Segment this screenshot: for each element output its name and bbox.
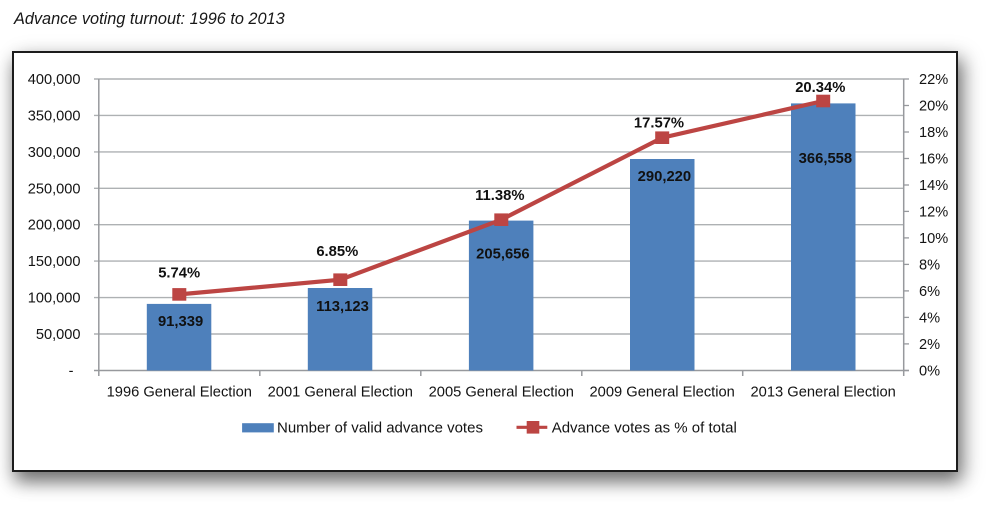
svg-text:2009 General Election: 2009 General Election <box>590 385 735 401</box>
svg-text:250,000: 250,000 <box>28 181 81 197</box>
svg-text:200,000: 200,000 <box>28 218 81 234</box>
svg-text:Number of valid advance votes: Number of valid advance votes <box>277 420 483 437</box>
svg-text:300,000: 300,000 <box>28 145 81 161</box>
svg-text:400,000: 400,000 <box>28 72 81 88</box>
svg-text:14%: 14% <box>919 178 948 194</box>
svg-text:18%: 18% <box>919 125 948 141</box>
svg-text:4%: 4% <box>919 310 940 326</box>
svg-text:2005 General Election: 2005 General Election <box>429 385 574 401</box>
svg-text:20%: 20% <box>919 99 948 115</box>
svg-text:11.38%: 11.38% <box>475 188 524 204</box>
svg-text:16%: 16% <box>919 152 948 168</box>
svg-text:2013 General Election: 2013 General Election <box>751 385 896 401</box>
svg-text:2001 General Election: 2001 General Election <box>268 385 413 401</box>
svg-text:-: - <box>69 364 74 380</box>
svg-text:100,000: 100,000 <box>28 291 81 307</box>
svg-text:Advance votes as % of total: Advance votes as % of total <box>552 420 737 437</box>
svg-text:150,000: 150,000 <box>28 254 81 270</box>
svg-text:12%: 12% <box>919 204 948 220</box>
svg-text:91,339: 91,339 <box>158 314 203 330</box>
svg-text:290,220: 290,220 <box>638 169 692 185</box>
svg-text:10%: 10% <box>919 231 948 247</box>
svg-text:1996 General Election: 1996 General Election <box>107 385 252 401</box>
svg-text:20.34%: 20.34% <box>795 80 845 96</box>
svg-text:113,123: 113,123 <box>316 299 369 315</box>
svg-text:6%: 6% <box>919 284 940 300</box>
svg-text:0%: 0% <box>919 364 940 380</box>
svg-text:2%: 2% <box>919 337 940 353</box>
svg-text:22%: 22% <box>919 72 948 88</box>
svg-text:8%: 8% <box>919 257 940 273</box>
svg-text:6.85%: 6.85% <box>316 244 358 260</box>
svg-text:50,000: 50,000 <box>36 327 81 343</box>
svg-text:350,000: 350,000 <box>28 108 81 124</box>
svg-text:205,656: 205,656 <box>476 246 530 262</box>
svg-text:17.57%: 17.57% <box>634 115 684 131</box>
svg-text:366,558: 366,558 <box>799 151 853 167</box>
svg-text:5.74%: 5.74% <box>158 265 200 281</box>
